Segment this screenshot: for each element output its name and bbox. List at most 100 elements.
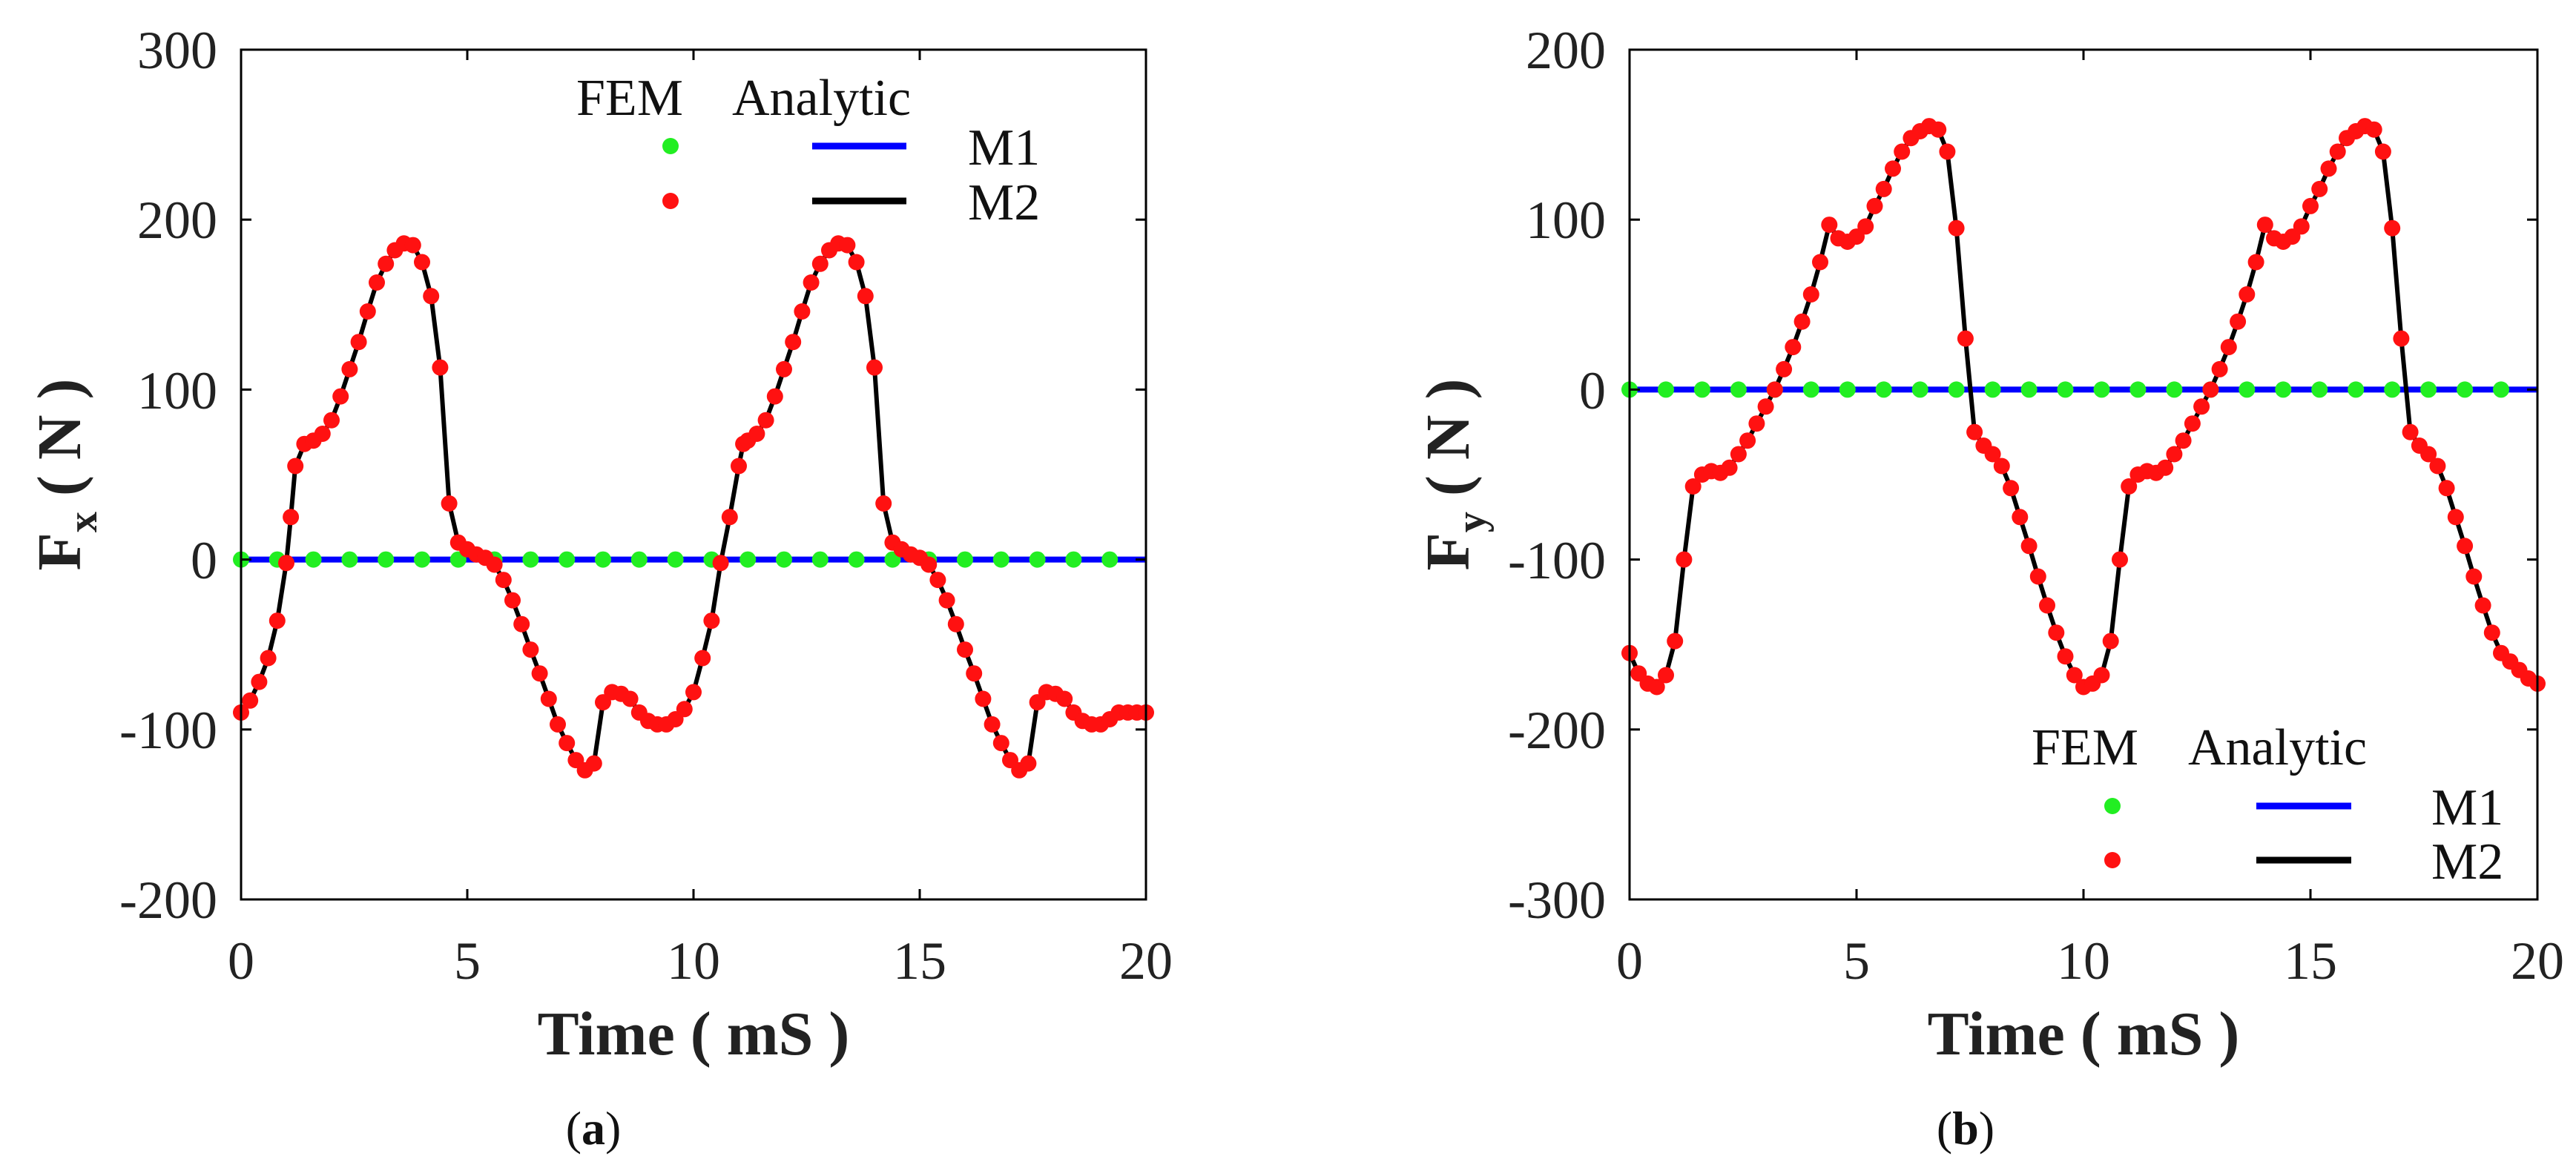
- fem-point-b-m2-3: [1648, 678, 1665, 696]
- fem-point-b-m1-2: [1693, 381, 1710, 398]
- xtick-label-a-3: 15: [893, 931, 946, 991]
- fem-point-b-m2-46: [2039, 597, 2055, 614]
- fem-point-b-m2-90: [2438, 480, 2455, 497]
- fem-point-a-m2-20: [404, 237, 421, 254]
- fem-point-a-m2-10: [314, 426, 331, 442]
- fem-point-a-m2-22: [423, 288, 440, 305]
- fem-point-a-m1-16: [811, 551, 829, 568]
- xtick-label-a-4: 20: [1119, 931, 1173, 991]
- xtick-label-a-0: 0: [228, 931, 254, 991]
- fem-point-b-m1-11: [2020, 381, 2038, 398]
- fem-point-a-m2-83: [966, 665, 983, 682]
- fem-point-a-m2-56: [731, 458, 747, 475]
- fem-point-b-m2-67: [2230, 313, 2247, 330]
- chart-panel-b: -300 -200 -100 0 100 200 0 5 10 15 20 Ti…: [1414, 21, 2564, 1155]
- y-axis-label-b-sub: y: [1449, 512, 1495, 532]
- fem-point-a-m2-1: [242, 692, 259, 709]
- fem-point-b-m2-34: [1930, 121, 1947, 138]
- fem-point-b-m2-83: [2374, 143, 2391, 160]
- fem-point-a-m2-79: [929, 572, 946, 589]
- fem-point-a-m2-16: [369, 274, 385, 291]
- fem-point-a-m2-80: [938, 592, 955, 609]
- fem-point-b-m2-68: [2239, 286, 2256, 303]
- fem-point-b-m2-14: [1748, 415, 1765, 432]
- plot-area-a: [233, 235, 1154, 779]
- fem-point-b-m2-38: [1966, 423, 1983, 440]
- fem-point-a-m2-2: [251, 673, 268, 690]
- ytick-label-b-2: -100: [1508, 531, 1606, 590]
- fem-point-b-m1-13: [2093, 381, 2110, 398]
- fem-point-a-m2-51: [685, 684, 702, 701]
- fem-point-b-m2-75: [2302, 197, 2319, 214]
- caption-b: (b): [1937, 1102, 1994, 1155]
- fem-point-b-m2-4: [1658, 667, 1674, 684]
- fem-point-b-m2-63: [2193, 398, 2210, 415]
- ytick-label-b-5: 200: [1526, 21, 1606, 80]
- ytick-label-b-0: -300: [1508, 871, 1606, 930]
- fem-point-a-m2-17: [378, 255, 395, 272]
- legend-b-m1-fem-marker: [2104, 798, 2121, 814]
- fem-point-a-m2-5: [278, 555, 294, 572]
- fem-point-b-m2-18: [1785, 339, 1802, 356]
- xtick-label-b-4: 20: [2511, 931, 2564, 991]
- fem-point-a-m2-93: [1056, 690, 1073, 707]
- fem-point-b-m2-45: [2029, 568, 2046, 585]
- fem-point-a-m1-12: [667, 551, 684, 568]
- fem-point-b-m1-15: [2166, 381, 2183, 398]
- fem-point-a-m2-54: [712, 555, 729, 572]
- xtick-label-b-0: 0: [1616, 931, 1643, 991]
- fem-point-b-m2-19: [1793, 313, 1811, 330]
- fem-point-b-m2-21: [1812, 254, 1828, 271]
- fem-point-a-m2-32: [513, 615, 530, 633]
- legend-a-header-analytic: Analytic: [732, 70, 911, 127]
- fem-point-b-m2-78: [2329, 143, 2346, 160]
- y-axis-label-a-main: F: [25, 532, 94, 570]
- fem-point-a-m2-7: [287, 458, 304, 475]
- fem-point-a-m2-89: [1020, 755, 1037, 772]
- fem-point-b-m2-15: [1757, 398, 1774, 415]
- fem-point-b-m2-59: [2157, 459, 2174, 476]
- fem-point-a-m1-20: [957, 551, 973, 568]
- fem-point-b-m2-43: [2012, 509, 2029, 526]
- fem-point-a-m1-5: [414, 551, 430, 568]
- fem-point-b-m2-37: [1957, 330, 1974, 347]
- legend-a-m1-label: M1: [968, 119, 1040, 176]
- fem-point-a-m1-4: [378, 551, 395, 568]
- fem-point-b-m2-77: [2320, 160, 2337, 177]
- fem-point-a-m1-17: [848, 551, 865, 568]
- fem-point-b-m1-22: [2420, 381, 2437, 398]
- fem-point-a-m2-60: [757, 412, 774, 429]
- fem-point-b-m1-3: [1730, 381, 1747, 398]
- fem-point-a-m2-13: [341, 360, 358, 377]
- fem-point-b-m2-93: [2465, 568, 2483, 585]
- fem-point-a-m2-4: [269, 612, 286, 630]
- fem-point-a-m2-82: [957, 641, 973, 658]
- fem-point-a-m2-6: [283, 509, 300, 526]
- fem-point-b-m2-47: [2048, 624, 2065, 641]
- fem-point-b-m2-65: [2211, 360, 2228, 377]
- fem-point-a-m2-31: [504, 592, 521, 609]
- fem-point-a-m2-64: [794, 303, 811, 320]
- fem-point-a-m2-63: [785, 334, 802, 351]
- fem-point-b-m2-91: [2447, 509, 2464, 526]
- fem-point-b-m1-18: [2275, 381, 2292, 398]
- fem-point-b-m1-9: [1948, 381, 1965, 398]
- legend-b-header-fem: FEM: [2032, 719, 2138, 776]
- fem-point-b-m2-30: [1894, 143, 1911, 160]
- fem-point-b-m2-22: [1821, 217, 1838, 234]
- fem-point-a-m2-71: [857, 288, 874, 305]
- tick-marks-a: [240, 48, 1147, 901]
- fem-point-a-m2-40: [585, 755, 602, 772]
- fem-point-a-m2-35: [540, 690, 557, 707]
- fem-point-b-m2-64: [2202, 381, 2219, 398]
- fem-point-b-m2-41: [1993, 458, 2010, 475]
- fem-point-b-m2-7: [1684, 478, 1702, 495]
- y-axis-label-a-sub: x: [60, 512, 106, 532]
- fem-point-b-m2-74: [2293, 218, 2310, 235]
- fem-point-b-m2-5: [1667, 633, 1684, 650]
- fem-point-a-m2-55: [721, 509, 738, 526]
- fem-point-b-m2-36: [1948, 219, 1965, 237]
- fem-point-b-m2-54: [2112, 551, 2128, 568]
- fem-point-b-m2-53: [2102, 633, 2119, 650]
